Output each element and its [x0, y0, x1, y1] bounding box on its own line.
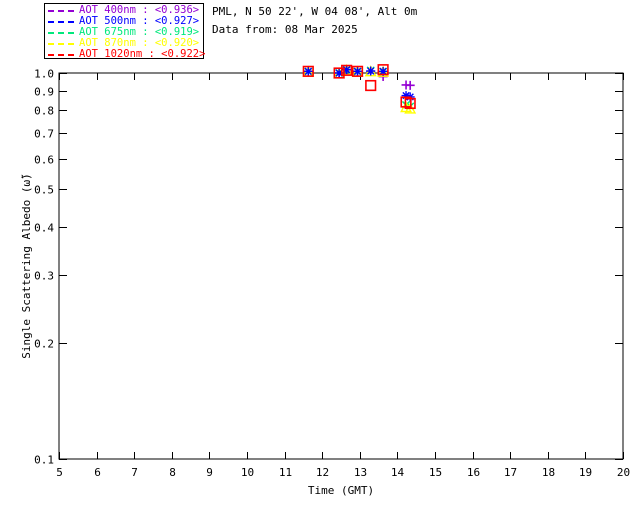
marker-square — [351, 65, 364, 77]
legend-item-aot-: AOT 400nm : <0.936> — [48, 5, 203, 16]
marker-asterisk — [401, 91, 411, 101]
legend-label: AOT 500nm : <0.927> — [79, 15, 200, 27]
marker-square — [341, 64, 353, 76]
marker-asterisk — [353, 66, 363, 76]
legend-item-aot-: AOT 675nm : <0.919> — [48, 27, 203, 38]
marker-asterisk — [303, 66, 313, 76]
x-tick-label: 16 — [467, 466, 480, 479]
x-tick-label: 20 — [617, 466, 630, 479]
y-axis-title: Single Scattering Albedo (ω̃) — [20, 173, 33, 358]
y-tick-label: 1.0 — [34, 68, 54, 81]
legend-label: AOT 870nm : <0.920> — [79, 37, 200, 49]
marker-asterisk — [342, 65, 352, 75]
x-tick-label: 14 — [391, 466, 405, 479]
x-tick-label: 19 — [579, 466, 592, 479]
x-tick-label: 9 — [206, 466, 213, 479]
x-tick-label: 7 — [131, 466, 138, 479]
y-tick-label: 0.2 — [34, 338, 54, 351]
y-tick-label: 0.5 — [34, 184, 54, 197]
y-tick-label: 0.9 — [34, 86, 54, 99]
legend-line-sample — [48, 42, 74, 45]
y-tick-label: 0.4 — [34, 222, 54, 235]
y-tick-label: 0.3 — [34, 270, 54, 283]
y-tick-label: 0.6 — [34, 154, 54, 167]
legend-line-sample — [48, 20, 74, 23]
y-tick-label: 0.7 — [34, 128, 54, 141]
x-tick-label: 13 — [354, 466, 367, 479]
marker-square — [302, 65, 314, 77]
x-tick-label: 5 — [56, 466, 63, 479]
marker-asterisk — [378, 66, 388, 76]
marker-plus — [405, 80, 415, 90]
x-tick-label: 11 — [279, 466, 292, 479]
marker-square — [333, 67, 345, 79]
plot-frame — [58, 72, 624, 460]
x-tick-label: 10 — [241, 466, 254, 479]
y-tick-label: 0.8 — [34, 105, 54, 118]
date-subtitle: Data from: 08 Mar 2025 — [212, 23, 358, 36]
x-tick-label: 17 — [504, 466, 517, 479]
marker-square — [404, 97, 416, 110]
marker-square — [365, 79, 377, 92]
legend-item-aot-: AOT 500nm : <0.927> — [48, 16, 203, 27]
y-tick-label: 0.1 — [34, 454, 54, 467]
x-tick-label: 8 — [169, 466, 176, 479]
chart-header: PML, N 50 22', W 04 08', Alt 0m Data fro… — [212, 3, 417, 39]
x-axis-title: Time (GMT) — [308, 484, 374, 497]
site-title: PML, N 50 22', W 04 08', Alt 0m — [212, 5, 418, 18]
legend-line-sample — [48, 53, 74, 56]
x-tick-label: 12 — [316, 466, 329, 479]
legend-item-aot-1020nm: AOT 1020nm : <0.922> — [48, 48, 206, 60]
x-tick-label: 6 — [94, 466, 101, 479]
legend-line-sample — [48, 31, 74, 34]
legend-label: AOT 400nm : <0.936> — [79, 4, 200, 16]
legend-line-sample — [48, 9, 74, 12]
x-tick-label: 15 — [429, 466, 442, 479]
marker-square — [377, 64, 389, 76]
marker-asterisk — [334, 68, 344, 78]
legend-label: AOT 1020nm : <0.922> — [79, 48, 206, 60]
legend-box: AOT 400nm : <0.936> AOT 500nm : <0.927> AO… — [44, 3, 206, 60]
legend-label: AOT 675nm : <0.919> — [79, 26, 200, 38]
marker-asterisk — [366, 66, 376, 76]
x-tick-label: 18 — [542, 466, 555, 479]
legend-item-aot-: AOT 870nm : <0.920> — [48, 38, 203, 49]
